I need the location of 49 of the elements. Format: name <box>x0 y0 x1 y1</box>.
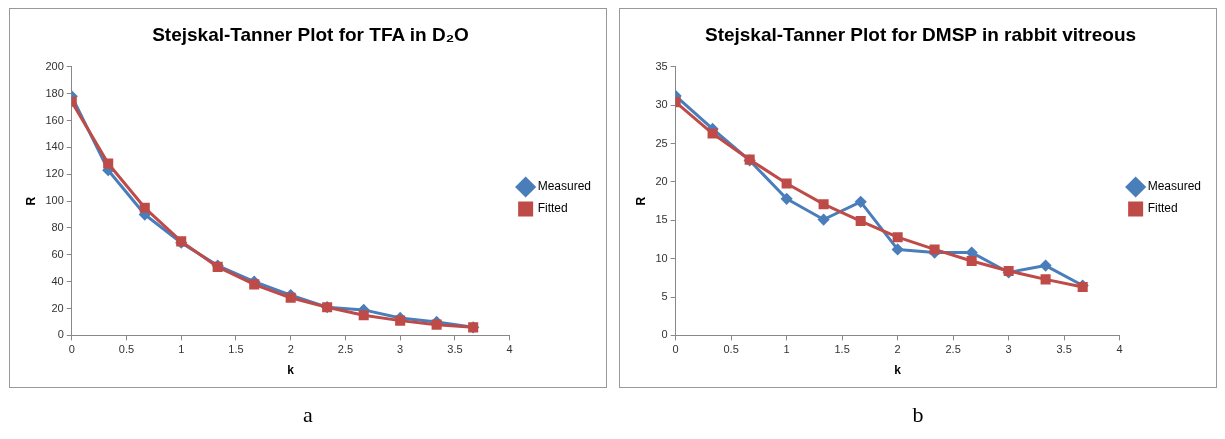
y-tick-label: 30 <box>655 98 668 111</box>
y-tick-label: 80 <box>51 220 64 233</box>
y-tick-label: 60 <box>51 247 64 260</box>
text: b <box>912 402 924 428</box>
legend-label: Fitted <box>537 201 568 216</box>
x-tick-label: 3 <box>397 343 404 356</box>
x-tick-label: 4 <box>1116 343 1123 356</box>
y-tick-label: 10 <box>655 251 668 264</box>
y-tick-label: 5 <box>661 290 668 303</box>
chart-title: Stejskal-Tanner Plot for TFA in D₂O <box>152 23 469 45</box>
legend-label: Measured <box>537 179 592 194</box>
chart-title: Stejskal-Tanner Plot for DMSP in rabbit vitreous <box>704 23 1137 45</box>
x-tick-label: 0.5 <box>723 343 739 356</box>
y-tick-label: 40 <box>51 274 64 287</box>
y-axis-title: R <box>23 196 38 206</box>
y-tick-label: 100 <box>45 194 64 207</box>
legend-label: Fitted <box>1147 201 1178 216</box>
x-tick-label: 3.5 <box>447 343 463 356</box>
x-tick-label: 1 <box>178 343 185 356</box>
legend-label: Measured <box>1147 179 1202 194</box>
y-tick-label: 120 <box>45 167 64 180</box>
y-tick-label: 20 <box>655 174 668 187</box>
x-tick-label: 0 <box>672 343 679 356</box>
x-tick-label: 2 <box>894 343 901 356</box>
x-tick-label: 1.5 <box>228 343 244 356</box>
y-tick-label: 140 <box>45 140 64 153</box>
y-tick-label: 25 <box>655 136 668 149</box>
x-tick-label: 2.5 <box>337 343 354 356</box>
x-tick-label: 1.5 <box>834 343 850 356</box>
y-tick-label: 0 <box>661 328 668 341</box>
x-tick-label: 2.5 <box>945 343 961 356</box>
y-tick-label: 0 <box>57 328 64 341</box>
y-tick-label: 180 <box>45 86 64 99</box>
y-tick-label: 15 <box>655 213 668 226</box>
y-tick-label: 20 <box>51 301 64 314</box>
y-tick-label: 200 <box>45 59 64 72</box>
x-tick-label: 3.5 <box>1056 343 1072 356</box>
x-tick-label: 0.5 <box>118 343 135 356</box>
x-tick-label: 4 <box>506 343 513 356</box>
x-axis-title: k <box>287 363 295 378</box>
y-tick-label: 35 <box>655 59 668 72</box>
y-tick-label: 160 <box>45 113 64 126</box>
x-tick-label: 3 <box>1005 343 1012 356</box>
text: a <box>303 402 313 428</box>
x-tick-label: 2 <box>287 343 294 356</box>
y-axis-title: R <box>633 196 648 206</box>
x-tick-label: 0 <box>68 343 75 356</box>
x-axis-title: k <box>894 363 902 378</box>
x-tick-label: 1 <box>783 343 790 356</box>
